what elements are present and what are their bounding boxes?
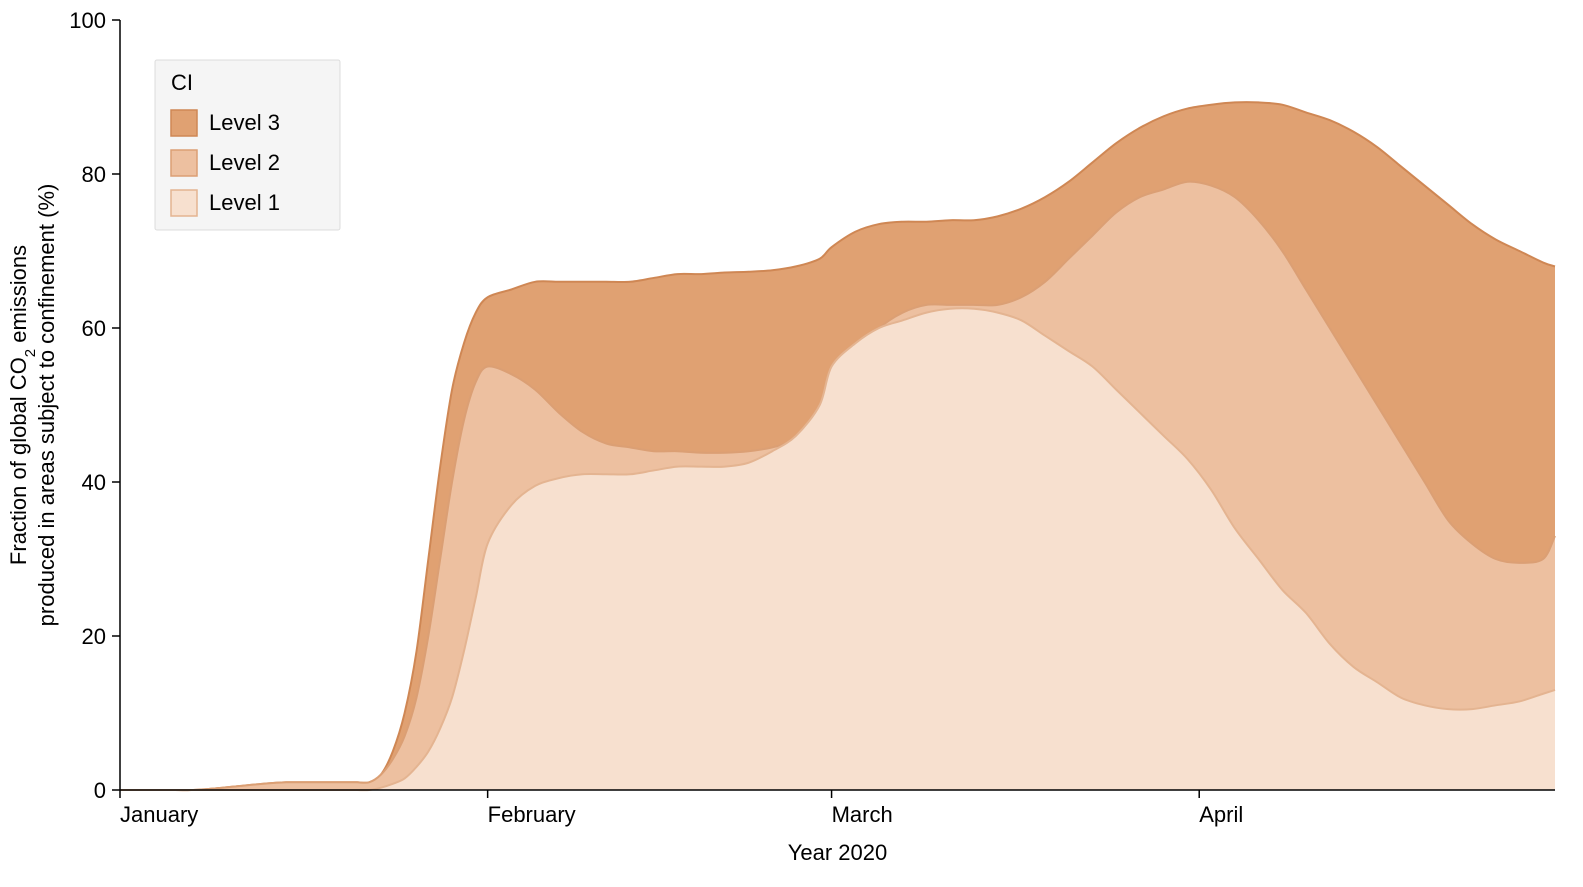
x-tick-label: February [488,802,576,827]
y-tick-label: 20 [82,624,106,649]
legend-swatch [171,150,197,176]
y-tick-label: 0 [94,778,106,803]
y-tick-label: 100 [69,8,106,33]
area-chart: 0 20 40 60 80 100 January February March April Yea… [0,0,1583,887]
x-axis-label: Year 2020 [788,840,888,865]
y-tick-label: 80 [82,162,106,187]
chart-container: 0 20 40 60 80 100 January February March April Yea… [0,0,1583,887]
legend-swatch [171,110,197,136]
x-tick-label: March [832,802,893,827]
x-tick-label: April [1199,802,1243,827]
y-tick-label: 40 [82,470,106,495]
y-tick-label: 60 [82,316,106,341]
y-axis-label: Fraction of global CO2 emissionsproduced… [6,184,59,627]
x-tick-label: January [120,802,198,827]
legend-swatch [171,190,197,216]
legend-item-label: Level 3 [209,110,280,135]
legend-item-label: Level 2 [209,150,280,175]
legend-item-label: Level 1 [209,190,280,215]
legend-title: CI [171,70,193,95]
